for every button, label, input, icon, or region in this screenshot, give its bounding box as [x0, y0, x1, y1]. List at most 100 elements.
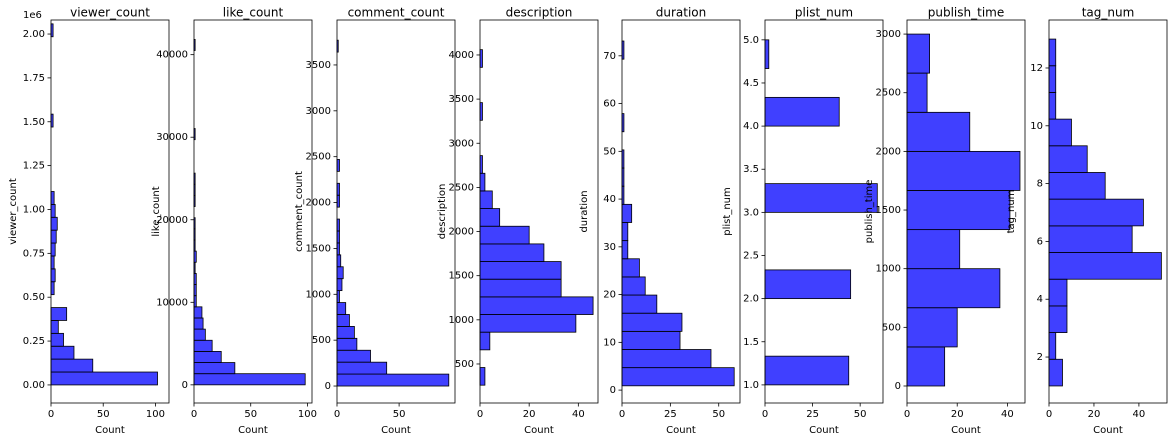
bar: [906, 111, 971, 152]
title: plist_num: [795, 6, 853, 20]
bar: [50, 307, 68, 321]
x-tick-label: 20: [1088, 409, 1101, 420]
bar: [906, 150, 1021, 191]
axes-frame: [906, 19, 1026, 404]
bar: [1048, 225, 1133, 253]
subplot: 0 25 50 1.0 1.5 2.0 2.5 3.0 3.5 4.0 4.5 5.0 plist_nu…: [722, 6, 884, 436]
y-axis-label: like_count: [151, 186, 162, 236]
bar: [1048, 358, 1063, 387]
y-tick-label: 70: [603, 51, 616, 62]
bar: [764, 183, 878, 213]
bar: [479, 261, 562, 280]
subplot: 0 20 40 2 4 6 8 10 12 tag_num Count tag_num: [1006, 6, 1168, 436]
bar: [1048, 38, 1057, 67]
bar: [1048, 172, 1106, 200]
bar: [621, 312, 683, 332]
title: viewer_count: [70, 6, 150, 20]
x-tick-label: 100: [298, 409, 317, 420]
y-tick-label: 1500: [876, 205, 901, 216]
axes-frame: [336, 19, 456, 404]
x-tick-label: 20: [523, 409, 536, 420]
bar: [193, 328, 206, 341]
subplot: 0 20 40 500 1000 1500 2000 2500 3000 3500 4000 desc…: [437, 6, 599, 436]
y-tick-label: 0: [325, 381, 331, 392]
y-tick-label: 0: [610, 385, 616, 396]
bar: [479, 243, 545, 262]
y-tick-label: 2000: [306, 198, 331, 209]
bar: [193, 362, 236, 375]
y-tick-label: 3.5: [743, 164, 759, 175]
bar: [336, 361, 388, 375]
y-tick-label: 30: [603, 242, 616, 253]
y-tick-label: 4: [1037, 294, 1043, 305]
bar: [906, 268, 1001, 309]
bar: [1048, 305, 1068, 333]
y-tick-label: 3000: [306, 106, 331, 117]
bar: [336, 278, 343, 292]
y-tick-label: 500: [455, 359, 474, 370]
bar: [50, 332, 64, 347]
bar: [479, 314, 577, 333]
title: comment_count: [348, 6, 445, 20]
bar: [764, 96, 840, 127]
bar: [336, 373, 450, 387]
bar: [906, 190, 1011, 231]
x-tick-label: 50: [393, 409, 406, 420]
y-tick-label: 2000: [876, 146, 901, 157]
bar: [621, 258, 640, 278]
y-tick-label: 20: [603, 290, 616, 301]
bar: [336, 266, 344, 280]
y-tick-label: 1.50: [23, 117, 45, 128]
y-axis-label: plist_num: [722, 187, 733, 235]
bar: [621, 240, 629, 260]
bar: [764, 39, 770, 69]
x-tick-label: 0: [762, 409, 768, 420]
subplot: 0 500500100015002000250030003500comment_c…: [294, 6, 456, 436]
y-axis-label: viewer_count: [8, 178, 19, 245]
y-tick-label: 40: [603, 194, 616, 205]
x-tick-label: 0: [477, 409, 483, 420]
y-tick-label: 2000: [449, 227, 474, 238]
bar: [764, 269, 852, 300]
y-tick-label: 6: [1037, 236, 1043, 247]
y-tick-label: 1.75: [23, 73, 45, 84]
bar: [479, 208, 501, 227]
bar: [1048, 332, 1057, 360]
title: tag_num: [1082, 6, 1135, 20]
bar: [906, 307, 958, 348]
y-tick-label: 12: [1030, 63, 1043, 74]
x-axis-label: Count: [381, 425, 411, 436]
x-tick-label: 0: [48, 409, 54, 420]
y-tick-label: 2.5: [743, 250, 759, 261]
subplot: 0 20 40 0 500 1000 1500 2000 2500 3000 publish_tim…: [864, 6, 1026, 436]
subplot: 0 50 100 0.00 0.25 0.50 0.75 1.00 1.25 1.50 1.75 2.…: [8, 6, 170, 436]
bar: [336, 349, 371, 363]
bar: [193, 339, 213, 352]
x-tick-label: 40: [1001, 409, 1014, 420]
y-axis-label: publish_time: [864, 180, 875, 244]
y-tick-label: 10000: [156, 297, 188, 308]
y-tick-label: 2.0: [743, 294, 759, 305]
y-tick-label: 3000: [876, 29, 901, 40]
y-tick-label: 1000: [876, 264, 901, 275]
bar: [50, 191, 55, 205]
y-tick-label: 0.50: [23, 292, 45, 303]
x-tick-label: 50: [97, 409, 110, 420]
bar: [50, 203, 56, 218]
bar: [336, 254, 342, 268]
bar: [479, 296, 594, 315]
bar: [621, 203, 633, 223]
title: publish_time: [928, 6, 1004, 20]
bar: [906, 72, 928, 113]
y-axis-label: comment_count: [294, 171, 305, 252]
x-axis-label: Count: [666, 425, 696, 436]
bar: [1048, 118, 1072, 147]
bar: [906, 33, 930, 74]
y-tick-label: 1.0: [743, 380, 759, 391]
bar: [193, 306, 203, 319]
bar: [336, 337, 358, 351]
y-tick-label: 2: [1037, 352, 1043, 363]
bar: [621, 294, 658, 314]
y-tick-label: 4.0: [743, 121, 759, 132]
y-tick-label: 2500: [306, 152, 331, 163]
